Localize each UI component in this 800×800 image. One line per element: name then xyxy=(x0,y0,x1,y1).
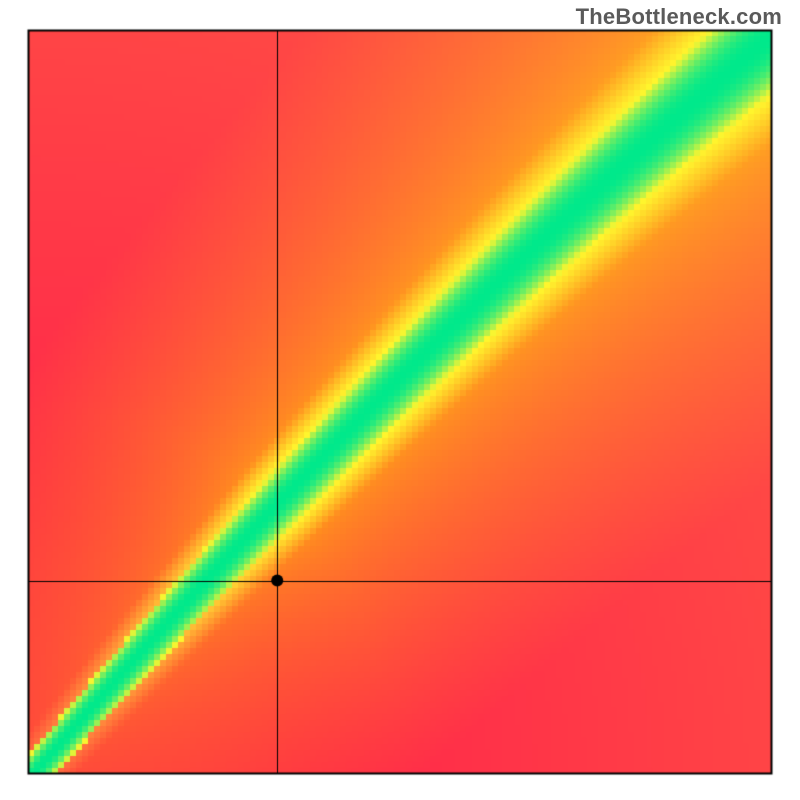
watermark-label: TheBottleneck.com xyxy=(576,4,782,30)
bottleneck-heatmap xyxy=(0,0,800,800)
